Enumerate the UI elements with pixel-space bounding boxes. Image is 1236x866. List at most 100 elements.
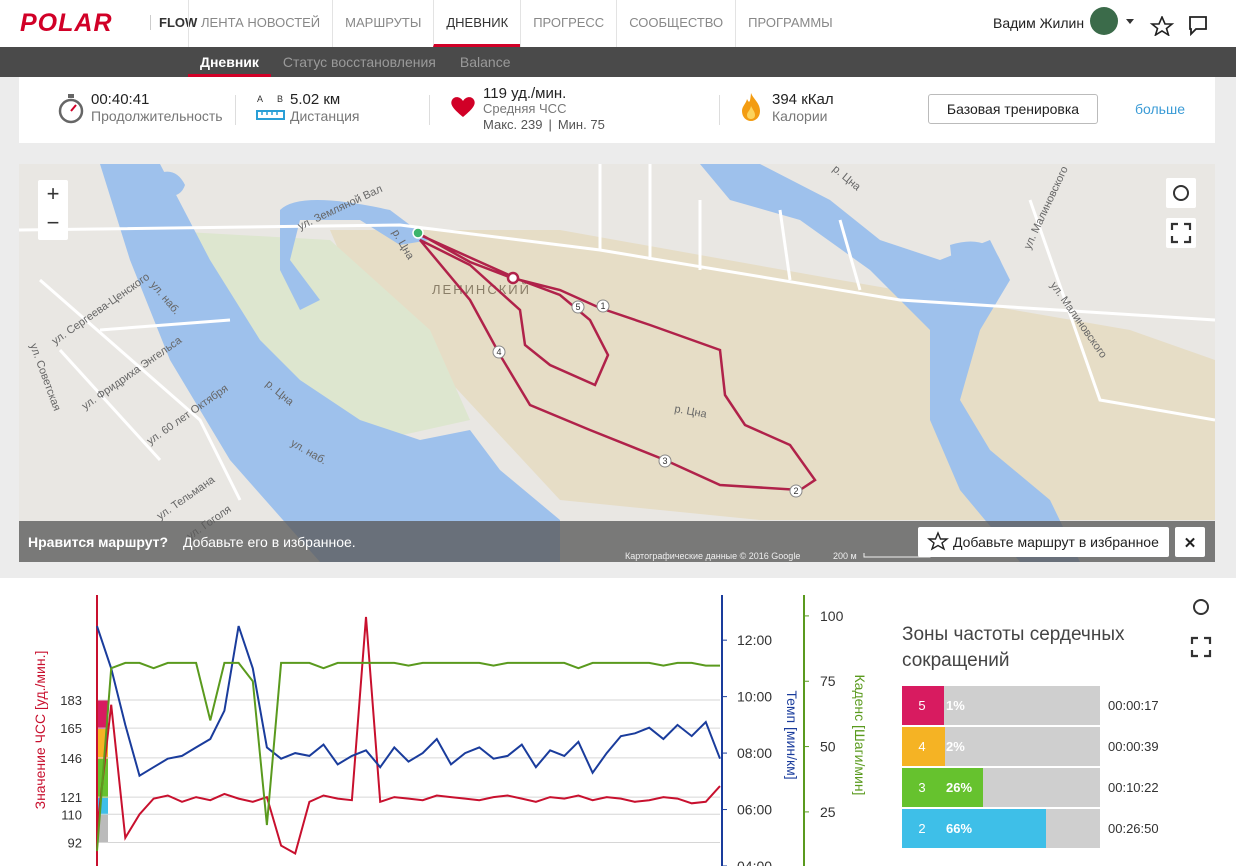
zone-row: 4 2% 00:00:39 [902,727,1222,766]
fullscreen-icon [1170,222,1192,244]
zoom-in[interactable]: + [47,181,60,206]
lap-marker [789,484,803,498]
zone-percent: 2% [946,739,965,754]
sub-nav-item[interactable]: Дневник [188,47,271,77]
separator [429,95,430,125]
zone-percent: 1% [946,698,965,713]
settings-icon [1193,599,1209,615]
zone-percent: 66% [946,821,973,836]
hr-zones: Зоны частоты сердечных сокращений 5 1% 00:… [902,622,1222,848]
lap-marker [492,345,506,359]
map-park [150,230,470,440]
y2-tick-label: 08:00 [737,745,772,761]
route-finish [506,271,520,285]
chart-settings-button[interactable] [1186,592,1216,622]
locate-button[interactable] [1166,178,1196,208]
y2-axis-title: Темп [мин/км] [784,690,800,779]
y-tick-label: 92 [68,836,82,851]
y-tick-label: 183 [60,693,82,708]
logo[interactable]: POLAR [20,9,113,37]
zone-bar [942,686,944,725]
marker-a: A [257,94,264,104]
map-scale: 200 м [833,551,857,561]
avatar[interactable] [1090,7,1118,35]
route-line [417,231,817,492]
hr-label: Средняя ЧСС [483,101,567,116]
close-icon: ✕ [1184,535,1197,552]
separator [719,95,720,125]
fullscreen-button[interactable] [1166,218,1196,248]
y3-tick-label: 100 [820,608,844,624]
zone-number: 5 [902,686,942,725]
map-water [100,164,1080,562]
lap-label: 2 [793,486,798,496]
nav-item[interactable]: СООБЩЕСТВО [616,0,735,47]
sub-nav-item[interactable]: Balance [459,54,511,70]
hr-max: Макс. 239 [483,117,543,132]
district-label: ЛЕНИНСКИЙ [432,282,531,297]
duration-value: 00:40:41 [91,91,150,108]
nav-item[interactable]: МАРШРУТЫ [332,0,433,47]
messages-icon[interactable] [1189,16,1207,36]
zone-bar-background [942,686,1100,725]
lap-marker [596,299,610,313]
zoom-out[interactable]: − [47,210,60,235]
chart-fullscreen-icon[interactable] [1190,636,1212,658]
zone-bar-background [942,727,1100,766]
favorite-route-button[interactable] [918,527,1169,557]
sub-nav-item[interactable]: Статус восстановления [282,54,436,70]
zone-percent: 26% [946,780,973,795]
zone-number: 2 [902,809,942,848]
dropdown-caret[interactable] [1126,19,1134,24]
map-label: р. Цна [673,403,708,421]
y-tick-label: 146 [60,751,82,766]
product-name: FLOW [150,15,197,30]
y2-tick-label: 10:00 [737,689,772,705]
y-tick-label: 110 [61,807,82,822]
route-map[interactable]: р. Цна р. Цна р. Цна р. Цна ул. Земляной… [19,164,1215,562]
map-attribution: Картографические данные © 2016 Google [625,551,800,561]
zone-time: 00:00:17 [1108,698,1159,713]
y3-tick-label: 25 [820,804,836,820]
separator [235,95,236,125]
zone-time: 00:26:50 [1108,821,1159,836]
ruler-icon [256,110,285,120]
nav-item[interactable]: ДНЕВНИК [433,0,521,47]
close-button[interactable] [1175,527,1205,557]
lap-label: 5 [575,302,580,312]
lap-markers: 1 2 3 4 5 [492,299,803,498]
series-line [96,616,721,855]
header-icons [1126,16,1207,36]
nav-item[interactable]: ЛЕНТА НОВОСТЕЙ [188,0,332,47]
heart-icon [451,97,475,117]
banner-question: Нравится маршрут? [28,534,168,550]
zones-title: Зоны частоты сердечных сокращений [902,624,1125,671]
distance-label: Дистанция [290,108,360,124]
sport-button[interactable]: Базовая тренировка [928,94,1098,124]
favorites-icon[interactable] [1149,16,1175,36]
zoom-control [38,180,68,240]
zone-row: 2 66% 00:26:50 [902,809,1222,848]
zone-bar [942,809,1047,848]
y2-tick-label: 12:00 [737,632,772,648]
zone-row: 5 1% 00:00:17 [902,686,1222,725]
hr-range: Макс. 239 | Мин. 75 [483,117,605,132]
map-roads [19,164,1215,501]
more-link[interactable]: больше [1135,101,1185,117]
zone-number: 4 [902,727,942,766]
nav-item[interactable]: ПРОГРАММЫ [735,0,845,47]
series-line [96,625,721,778]
series-line [96,661,720,852]
hr-separator: | [548,117,552,132]
locate-icon [1173,185,1189,201]
nav-item[interactable]: ПРОГРЕСС [520,0,616,47]
zone-bar [942,768,984,807]
user-name[interactable]: Вадим Жилин [993,15,1085,31]
hr-chart: 183 165 146 121 110 92 04:00 06:00 08:00 10:00 12:… [32,592,1216,866]
sub-bar: Дневник Статус восстановления Balance [0,47,1236,77]
summary-panel: 00:40:41 Продолжительность A B 5.02 км Д… [19,77,1215,143]
hr-min: Мин. 75 [557,117,605,132]
route-start [412,227,424,239]
banner-prompt: Добавьте его в избранное. [183,534,356,550]
